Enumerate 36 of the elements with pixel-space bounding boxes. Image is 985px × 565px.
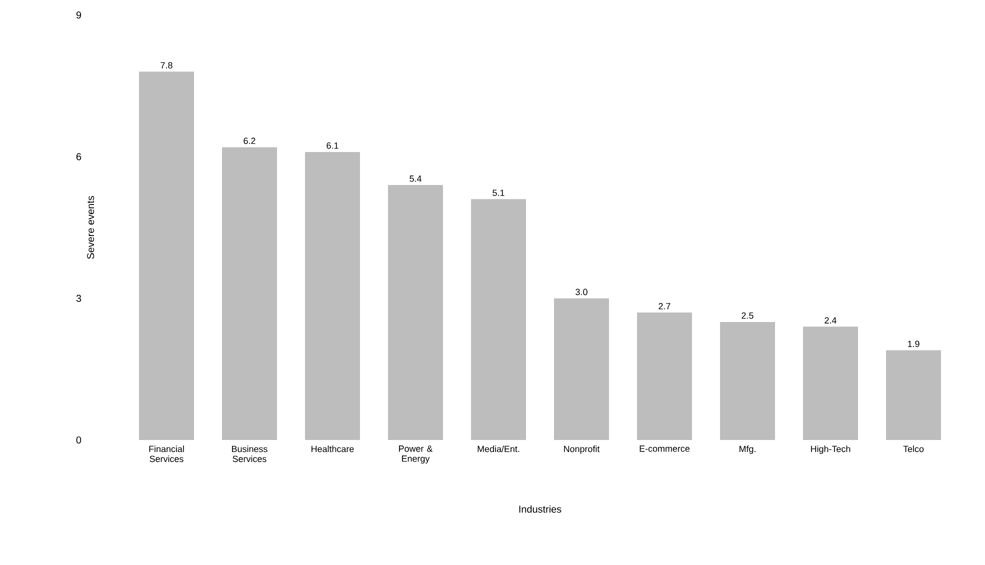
bar [886, 350, 942, 440]
data-label: 5.1 [492, 190, 504, 196]
x-tick-label: Business Services [232, 446, 268, 462]
x-tick-label: Nonprofit [564, 446, 600, 454]
x-tick-label: Healthcare [312, 446, 354, 452]
data-label: 6.2 [244, 138, 256, 144]
data-label: 2.7 [658, 303, 670, 310]
y-tick-label: 6 [76, 153, 82, 160]
x-tick-label: Media/Ent. [478, 446, 520, 452]
data-label: 3.0 [576, 288, 588, 296]
x-tick-label: E-commerce [640, 446, 690, 452]
x-tick-label: Mfg. [740, 446, 756, 454]
y-axis-title: Severe events [87, 196, 94, 259]
x-tick-label: Power & Energy [399, 446, 433, 464]
bar [803, 326, 858, 440]
data-label: 5.4 [410, 176, 422, 182]
y-tick-label: 9 [76, 11, 82, 19]
data-label: 7.8 [160, 62, 172, 68]
data-label: 1.9 [908, 340, 920, 348]
data-label: 2.4 [824, 317, 836, 324]
y-tick-label: 3 [76, 294, 82, 302]
data-label: 6.1 [326, 142, 338, 149]
bar [222, 147, 278, 440]
x-tick-label: High-Tech [811, 446, 850, 454]
bar [139, 72, 194, 440]
x-tick-label: Telco [903, 446, 924, 452]
data-label: 2.5 [742, 312, 754, 319]
bar [637, 312, 692, 440]
x-tick-label: Financial Services [149, 446, 184, 462]
bar [471, 199, 526, 440]
bar [305, 152, 360, 440]
y-tick-label: 0 [76, 436, 82, 444]
x-axis-title: Industries [519, 505, 562, 513]
bar [554, 298, 610, 440]
bar [388, 185, 444, 440]
bar [720, 322, 776, 440]
